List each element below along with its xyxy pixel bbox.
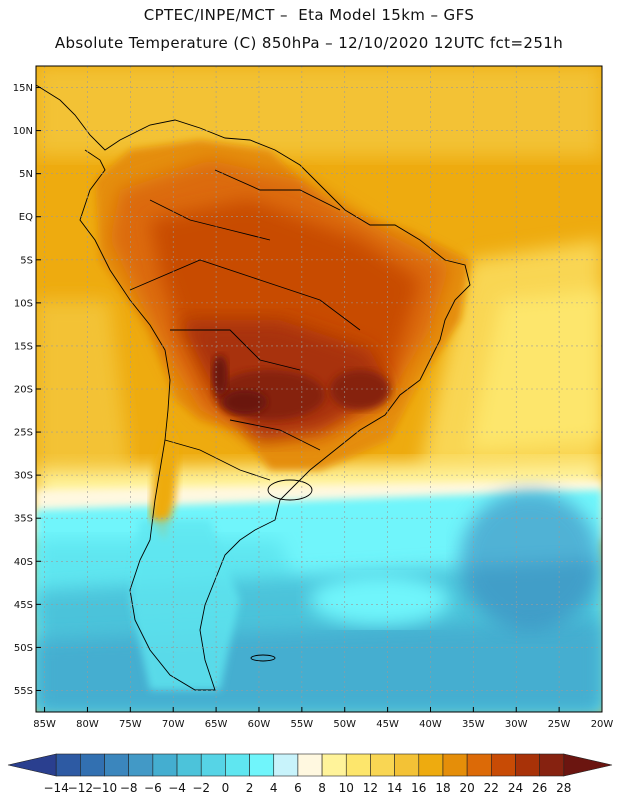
colorbar-box [297, 753, 323, 777]
temperature-map: 15N 10N 5N EQ 5S 10S 15S 20S 25S 30S 35S 40S 45S 50S 5… [13, 65, 613, 730]
lat-label: 20S [14, 385, 33, 396]
colorbar-box [273, 753, 299, 777]
colorbar-box [80, 753, 105, 777]
lon-label: 45W [376, 719, 399, 730]
colorbar-arrow-low [7, 753, 57, 777]
lon-label: 85W [33, 719, 56, 730]
lat-label: 10S [14, 298, 33, 309]
lat-label: 30S [14, 471, 33, 482]
colorbar-label: 18 [435, 781, 450, 795]
map-title-line2: Absolute Temperature (C) 850hPa – 12/10/… [54, 34, 564, 52]
lat-label: EQ [19, 212, 33, 223]
lat-label: 55S [14, 686, 33, 697]
lat-label: 15N [13, 83, 33, 94]
colorbar-box [321, 753, 347, 777]
colorbar: −14−12−10 −8 −6 −4 −2 0 2 4 6 8 10 12 14 16 18 20 22 24 26… [7, 753, 613, 795]
lat-label: 10N [13, 126, 33, 137]
lon-label: 55W [291, 719, 314, 730]
colorbar-box [394, 753, 420, 777]
colorbar-label: 28 [556, 781, 571, 795]
lon-label: 60W [248, 719, 271, 730]
colorbar-box [370, 753, 395, 777]
lon-label: 70W [162, 719, 185, 730]
colorbar-box [442, 753, 468, 777]
lon-label: 25W [548, 719, 571, 730]
colorbar-box [55, 753, 81, 777]
colorbar-label: −4 [168, 781, 186, 795]
colorbar-box [466, 753, 492, 777]
colorbar-label: 6 [294, 781, 302, 795]
colorbar-arrow-high [563, 753, 613, 777]
colorbar-label: −14 [44, 781, 69, 795]
lon-label: 80W [76, 719, 99, 730]
longitude-labels: 85W 80W 75W 70W 65W 60W 55W 50W 45W 40W 35W 30W 25W 2… [33, 707, 613, 730]
colorbar-box [152, 753, 178, 777]
lon-label: 20W [591, 719, 614, 730]
colorbar-label: 2 [246, 781, 254, 795]
lat-label: 5N [19, 169, 33, 180]
lat-label: 40S [14, 557, 33, 568]
colorbar-label: 16 [411, 781, 426, 795]
lon-label: 75W [119, 719, 142, 730]
coastline [36, 84, 471, 691]
colorbar-label: −12 [68, 781, 93, 795]
colorbar-box [418, 753, 444, 777]
lat-label: 5S [20, 255, 33, 266]
colorbar-label: 24 [508, 781, 523, 795]
colorbar-label: 10 [339, 781, 354, 795]
lon-label: 65W [205, 719, 228, 730]
colorbar-box [345, 753, 371, 777]
lon-label: 50W [333, 719, 356, 730]
lat-label: 25S [14, 428, 33, 439]
colorbar-label: −6 [144, 781, 162, 795]
colorbar-box [176, 753, 202, 777]
colorbar-box [200, 753, 226, 777]
colorbar-label: 22 [484, 781, 499, 795]
colorbar-box [249, 753, 275, 777]
colorbar-label: 0 [222, 781, 230, 795]
colorbar-label: 20 [459, 781, 474, 795]
lat-label: 50S [14, 643, 33, 654]
colorbar-box [128, 753, 154, 777]
colorbar-label: −8 [120, 781, 138, 795]
colorbar-label: −2 [192, 781, 210, 795]
colorbar-box [104, 753, 129, 777]
colorbar-label: 8 [318, 781, 326, 795]
lat-label: 15S [14, 341, 33, 352]
colorbar-label: 12 [363, 781, 378, 795]
colorbar-label: 14 [387, 781, 402, 795]
colorbar-box [491, 753, 516, 777]
latitude-labels: 15N 10N 5N EQ 5S 10S 15S 20S 25S 30S 35S 40S 45S 50S 5… [13, 83, 41, 697]
gridlines [36, 66, 603, 712]
colorbar-box [225, 753, 250, 777]
lat-label: 35S [14, 514, 33, 525]
lat-label: 45S [14, 600, 33, 611]
lon-label: 35W [462, 719, 485, 730]
lon-label: 30W [505, 719, 528, 730]
lon-label: 40W [419, 719, 442, 730]
colorbar-box [539, 753, 565, 777]
colorbar-label: 26 [532, 781, 547, 795]
map-title-line1: CPTEC/INPE/MCT – Eta Model 15km – GFS [143, 6, 475, 24]
colorbar-box [515, 753, 540, 777]
colorbar-label: −10 [92, 781, 117, 795]
colorbar-label: 4 [270, 781, 278, 795]
